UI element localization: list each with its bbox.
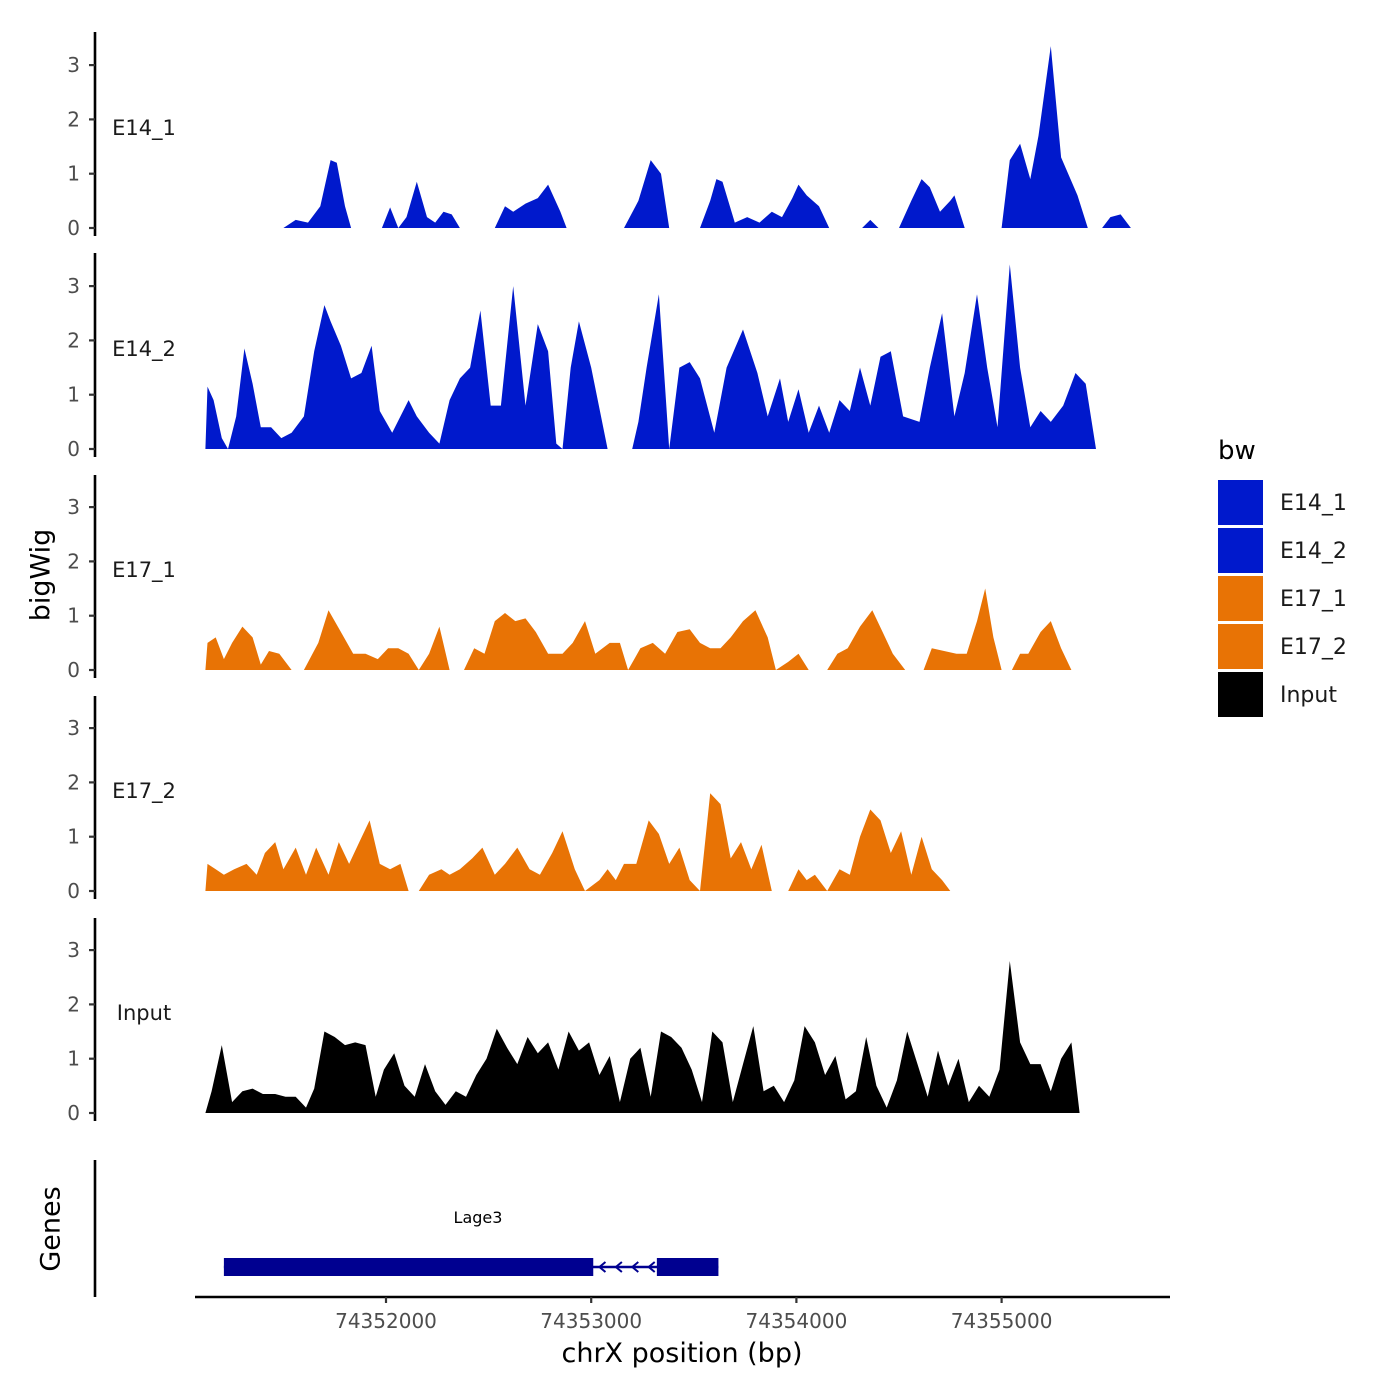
y-tick-label-e14-1-2: 2 — [67, 107, 80, 131]
coverage-area-e17-1 — [205, 588, 1072, 670]
legend-swatch-input — [1218, 672, 1263, 717]
track-e17-2: E17_2 0 1 2 3 — [67, 696, 951, 903]
y-tick-label-e17-1-2: 2 — [67, 549, 80, 573]
legend: bw E14_1 E14_2 E17_1 E17_2 Input — [1218, 436, 1347, 717]
gene-model — [223, 1258, 719, 1276]
y-tick-label-e14-2-0: 0 — [67, 437, 80, 461]
y-tick-label-e14-1-3: 3 — [67, 53, 80, 77]
y-tick-label-e17-1-1: 1 — [67, 604, 80, 628]
x-axis-ticks: 74352000 74353000 74354000 74355000 — [335, 1297, 1052, 1333]
track-e14-1: E14_1 0 1 2 3 — [67, 32, 1131, 240]
x-axis: 74352000 74353000 74354000 74355000 chrX po… — [195, 1295, 1170, 1369]
coverage-area-input — [205, 961, 1080, 1113]
y-tick-label-input-2: 2 — [67, 992, 80, 1016]
legend-swatch-e17-1 — [1218, 576, 1263, 621]
x-tick-label-74355000: 74355000 — [951, 1309, 1053, 1333]
legend-label-e17-2: E17_2 — [1280, 635, 1347, 660]
y-tick-label-e17-2-3: 3 — [67, 716, 80, 740]
track-label-e14-2: E14_2 — [112, 337, 176, 362]
y-tick-label-input-1: 1 — [67, 1047, 80, 1071]
legend-swatch-e14-1 — [1218, 480, 1263, 525]
coverage-area-e17-2 — [205, 793, 951, 891]
gene-exon-1 — [223, 1258, 594, 1276]
genes-track-label: Genes — [36, 1186, 67, 1271]
y-tick-label-e17-2-0: 0 — [67, 879, 80, 903]
coverage-area-e14-2 — [205, 264, 1096, 449]
x-tick-label-74354000: 74354000 — [746, 1309, 848, 1333]
track-e14-2: E14_2 0 1 2 3 — [67, 253, 1096, 461]
legend-label-input: Input — [1280, 683, 1337, 708]
strand-arrow-4 — [647, 1261, 656, 1273]
legend-label-e14-2: E14_2 — [1280, 539, 1347, 564]
y-tick-label-input-3: 3 — [67, 938, 80, 962]
gene-name-label: Lage3 — [454, 1208, 503, 1227]
y-tick-label-e14-2-1: 1 — [67, 383, 80, 407]
y-axis-title: bigWig — [26, 529, 57, 622]
track-e17-1: E17_1 0 1 2 3 — [67, 475, 1072, 682]
legend-label-e14-1: E14_1 — [1280, 491, 1347, 516]
y-tick-label-e17-1-3: 3 — [67, 495, 80, 519]
y-tick-label-e14-2-3: 3 — [67, 274, 80, 298]
y-tick-label-e17-2-1: 1 — [67, 825, 80, 849]
gene-exon-2 — [656, 1258, 719, 1276]
track-label-e14-1: E14_1 — [112, 116, 176, 141]
legend-swatch-e14-2 — [1218, 528, 1263, 573]
y-tick-label-e17-2-2: 2 — [67, 770, 80, 794]
coverage-area-e14-1 — [283, 46, 1131, 228]
coverage-tracks: E14_10123E14_20123E17_10123E17_20123Inpu… — [67, 32, 1131, 1125]
genes-track: Genes Lage3 — [36, 1160, 719, 1297]
strand-arrow-2 — [614, 1261, 623, 1273]
track-input: Input 0 1 2 3 — [67, 918, 1080, 1125]
legend-title: bw — [1218, 436, 1256, 466]
x-tick-label-74352000: 74352000 — [335, 1309, 437, 1333]
y-tick-label-e14-1-1: 1 — [67, 162, 80, 186]
track-label-e17-1: E17_1 — [112, 558, 176, 583]
strand-arrow-1 — [597, 1261, 607, 1273]
legend-swatch-e17-2 — [1218, 624, 1263, 669]
x-tick-label-74353000: 74353000 — [540, 1309, 642, 1333]
legend-label-e17-1: E17_1 — [1280, 587, 1347, 612]
y-tick-label-e14-2-2: 2 — [67, 328, 80, 352]
y-tick-label-e14-1-0: 0 — [67, 216, 80, 240]
y-tick-label-input-0: 0 — [67, 1101, 80, 1125]
y-tick-label-e17-1-0: 0 — [67, 658, 80, 682]
legend-items: E14_1 E14_2 E17_1 E17_2 Input — [1218, 480, 1347, 717]
strand-arrow-3 — [630, 1261, 639, 1273]
x-axis-title: chrX position (bp) — [561, 1338, 802, 1369]
track-label-input: Input — [117, 1001, 171, 1025]
track-label-e17-2: E17_2 — [112, 779, 176, 804]
